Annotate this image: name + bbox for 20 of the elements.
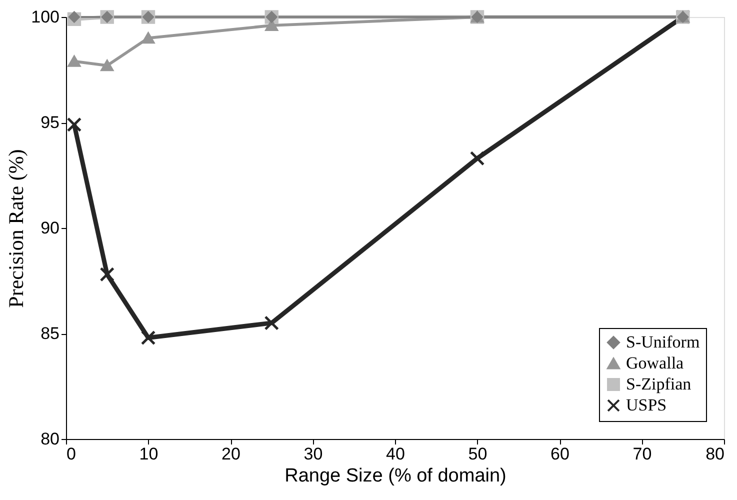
x-tick-label: 70 [632, 444, 652, 464]
legend-label: S-Uniform [626, 332, 700, 352]
y-axis-title: Precision Rate (%) [4, 149, 28, 308]
x-tick-label: 20 [222, 444, 240, 464]
y-tick-label: 80 [40, 430, 60, 448]
legend-label: Gowalla [626, 354, 684, 372]
legend-label: S-Zipfian [626, 374, 692, 394]
y-tick-label: 85 [40, 324, 60, 343]
legend-label: USPS [626, 396, 667, 414]
y-tick-label: 95 [40, 113, 60, 132]
x-tick-label: 40 [386, 444, 405, 464]
x-tick-label: 60 [550, 444, 570, 464]
x-tick-label: 30 [304, 444, 323, 464]
x-tick-label: 0 [66, 444, 76, 464]
y-tick-label: 100 [31, 8, 60, 26]
x-axis-title: Range Size (% of domain) [284, 466, 506, 486]
y-tick-label: 90 [40, 218, 60, 238]
x-tick-label: 80 [706, 444, 724, 464]
x-tick-label: 10 [139, 444, 158, 464]
x-tick-label: 50 [468, 444, 488, 464]
